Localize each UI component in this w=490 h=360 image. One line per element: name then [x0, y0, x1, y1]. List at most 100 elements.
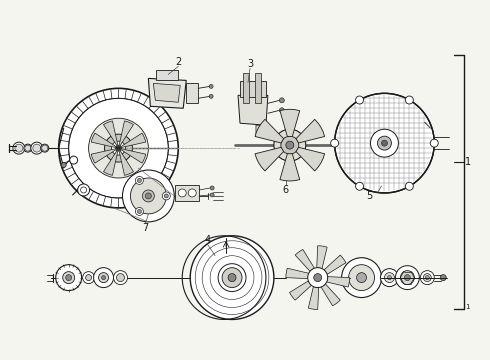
Circle shape [405, 96, 414, 104]
Circle shape [314, 274, 322, 282]
Circle shape [370, 129, 398, 157]
Circle shape [89, 118, 148, 178]
Circle shape [281, 136, 299, 154]
Text: 5: 5 [367, 191, 372, 201]
Bar [156, 71, 178, 80]
Circle shape [33, 144, 41, 152]
Circle shape [42, 145, 48, 151]
Circle shape [86, 275, 92, 280]
Polygon shape [238, 95, 268, 125]
Circle shape [101, 276, 105, 280]
Bar [175, 185, 199, 201]
Circle shape [377, 136, 392, 150]
Circle shape [59, 88, 178, 208]
Circle shape [356, 96, 364, 104]
Circle shape [69, 98, 168, 198]
Circle shape [228, 274, 236, 282]
Polygon shape [255, 119, 284, 143]
Circle shape [210, 186, 214, 190]
Circle shape [116, 145, 122, 151]
Circle shape [94, 268, 114, 288]
Circle shape [114, 271, 127, 285]
Circle shape [209, 94, 213, 98]
Circle shape [162, 192, 171, 200]
Circle shape [61, 163, 66, 167]
Polygon shape [255, 147, 284, 171]
Wedge shape [91, 148, 119, 163]
Polygon shape [153, 84, 180, 102]
Circle shape [135, 207, 144, 215]
Circle shape [24, 144, 32, 152]
Circle shape [135, 176, 144, 184]
Polygon shape [321, 284, 340, 306]
Circle shape [143, 190, 154, 202]
Polygon shape [296, 119, 325, 143]
Circle shape [222, 268, 242, 288]
Circle shape [308, 268, 328, 288]
Wedge shape [119, 133, 146, 148]
Circle shape [31, 142, 43, 154]
Circle shape [210, 193, 214, 197]
Circle shape [286, 141, 294, 149]
Circle shape [164, 194, 168, 198]
Wedge shape [103, 121, 119, 148]
Circle shape [146, 193, 151, 199]
Circle shape [41, 144, 49, 152]
Text: 7: 7 [142, 223, 148, 233]
Circle shape [388, 276, 392, 280]
Circle shape [70, 156, 77, 164]
Text: 1: 1 [465, 303, 469, 310]
Wedge shape [103, 148, 119, 175]
Text: 6: 6 [283, 185, 289, 195]
Circle shape [117, 274, 124, 282]
Polygon shape [317, 246, 327, 269]
Text: 2: 2 [175, 58, 181, 67]
Circle shape [83, 272, 95, 284]
Polygon shape [290, 281, 312, 300]
Polygon shape [324, 255, 346, 274]
Circle shape [348, 265, 374, 291]
Text: 1: 1 [465, 157, 471, 167]
Wedge shape [119, 148, 146, 163]
Circle shape [279, 108, 284, 113]
Circle shape [190, 236, 274, 319]
Circle shape [77, 184, 90, 196]
Polygon shape [280, 154, 300, 181]
Circle shape [209, 84, 213, 88]
Bar [240, 81, 266, 97]
Circle shape [25, 145, 31, 151]
Circle shape [104, 134, 132, 162]
Circle shape [331, 139, 339, 147]
Circle shape [130, 178, 166, 214]
Polygon shape [280, 109, 300, 136]
Circle shape [430, 139, 438, 147]
Circle shape [357, 273, 367, 283]
Circle shape [98, 273, 108, 283]
Circle shape [404, 275, 410, 280]
Bar [243, 73, 249, 103]
Circle shape [356, 182, 364, 190]
Polygon shape [327, 276, 349, 287]
Circle shape [122, 170, 174, 222]
Circle shape [188, 189, 196, 197]
Polygon shape [256, 125, 266, 135]
Polygon shape [286, 268, 309, 279]
Circle shape [178, 189, 186, 197]
Polygon shape [296, 147, 325, 171]
Circle shape [13, 142, 25, 154]
Polygon shape [148, 78, 186, 108]
Bar [186, 84, 198, 103]
Circle shape [425, 276, 429, 280]
Circle shape [380, 269, 398, 287]
Circle shape [56, 265, 82, 291]
Circle shape [440, 275, 446, 280]
Wedge shape [119, 121, 133, 148]
Circle shape [423, 274, 431, 282]
Circle shape [274, 129, 306, 161]
Polygon shape [295, 249, 315, 271]
Wedge shape [91, 133, 119, 148]
Circle shape [342, 258, 382, 298]
Circle shape [400, 271, 415, 285]
Circle shape [137, 179, 142, 183]
Circle shape [405, 182, 414, 190]
